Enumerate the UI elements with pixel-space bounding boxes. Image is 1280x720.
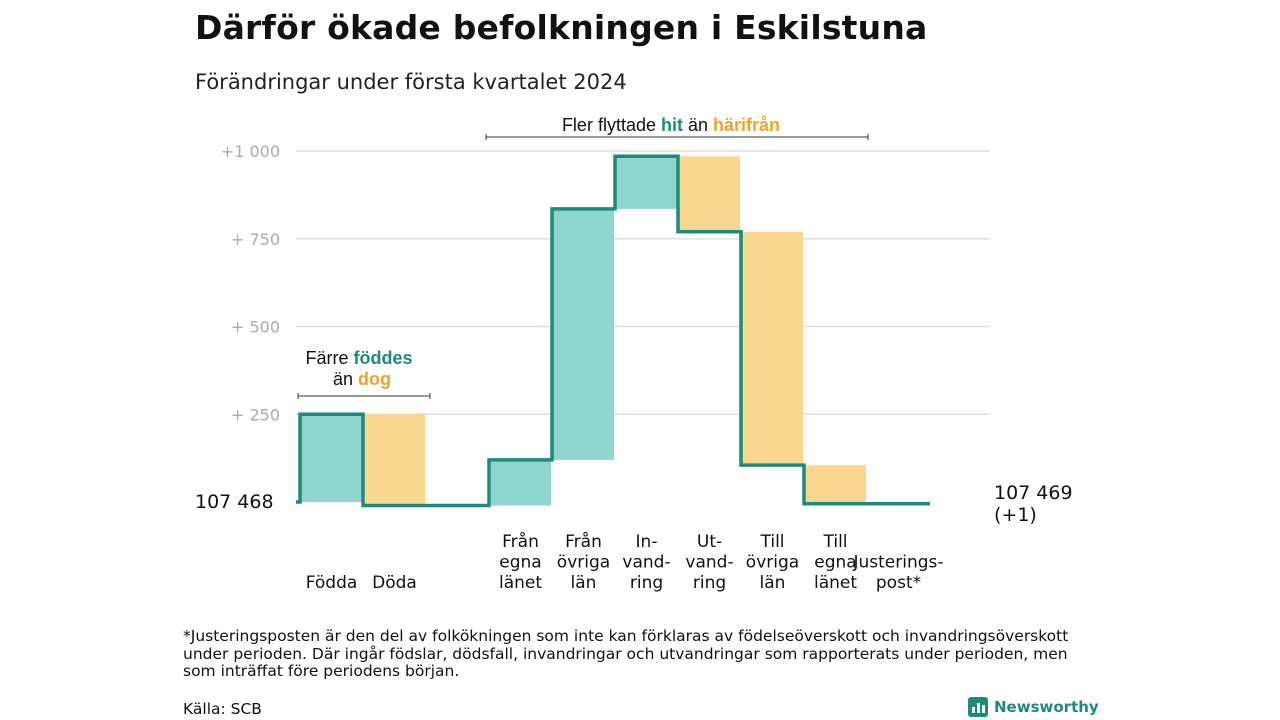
x-tick-label: post* (876, 573, 921, 593)
step-line (296, 154, 930, 508)
bar-chart-icon (968, 697, 988, 717)
x-tick-label: Från (565, 531, 602, 552)
start-value-label: 107 468 (195, 491, 274, 513)
bar (742, 231, 803, 466)
x-tick-label: In- (636, 532, 658, 552)
bar (616, 156, 677, 209)
x-tick-label: ring (630, 573, 663, 593)
y-tick-label: + 750 (231, 230, 280, 249)
x-tick-label: Till (822, 532, 847, 552)
x-tick-label: ring (693, 573, 726, 593)
y-tick-label: + 250 (231, 405, 280, 424)
end-change-label: (+1) (994, 504, 1037, 526)
x-tick-label: Födda (306, 573, 358, 593)
bar (301, 414, 362, 502)
x-tick-label: övriga (557, 553, 610, 573)
bar (805, 465, 866, 504)
migration-annotation: Fler flyttade hit än härifrån (562, 115, 780, 135)
footnote: *Justeringsposten är den del av folkökni… (183, 627, 1069, 680)
bar (490, 459, 551, 506)
x-tick-label: Till (759, 532, 784, 552)
end-value-label: 107 469 (994, 482, 1073, 504)
x-tick-label: vand- (685, 553, 733, 573)
y-tick-labels: +1 000 + 750 + 500 + 250 (221, 142, 280, 424)
y-tick-label: + 500 (231, 318, 280, 337)
x-tick-label: Justerings- (852, 553, 943, 573)
bar (364, 414, 425, 506)
x-tick-label: län (571, 573, 597, 593)
x-tick-label: län (760, 573, 786, 593)
x-tick-label: Från (502, 531, 539, 552)
x-tick-label: Döda (372, 573, 417, 593)
brand-name: Newsworthy (994, 698, 1099, 716)
chart-title: Därför ökade befolkningen i Eskilstuna (195, 8, 928, 47)
y-tick-label: +1 000 (221, 142, 280, 161)
x-tick-label: länet (814, 573, 857, 593)
chart-subtitle: Förändringar under första kvartalet 2024 (195, 70, 627, 94)
birth-annotation-line1: Färre föddes (305, 348, 412, 368)
bars (301, 156, 866, 506)
birth-annotation-line2: än dog (333, 369, 391, 389)
step-line-path (296, 154, 930, 508)
source-note: Källa: SCB (183, 700, 262, 718)
bar (679, 156, 740, 232)
x-tick-label: vand- (622, 553, 670, 573)
x-tick-labels: Födda DödaFrånegnalänetFrånövrigalänIn-va… (306, 531, 944, 593)
end-labels: 107 468 107 469(+1) (195, 482, 1073, 526)
x-tick-label: länet (499, 573, 542, 593)
x-tick-label: egna (814, 553, 856, 573)
x-tick-label: övriga (746, 553, 799, 573)
x-tick-label: egna (499, 553, 541, 573)
newsworthy-logo: Newsworthy (968, 697, 1099, 717)
x-tick-label: Ut- (697, 532, 722, 552)
bar (553, 208, 614, 460)
